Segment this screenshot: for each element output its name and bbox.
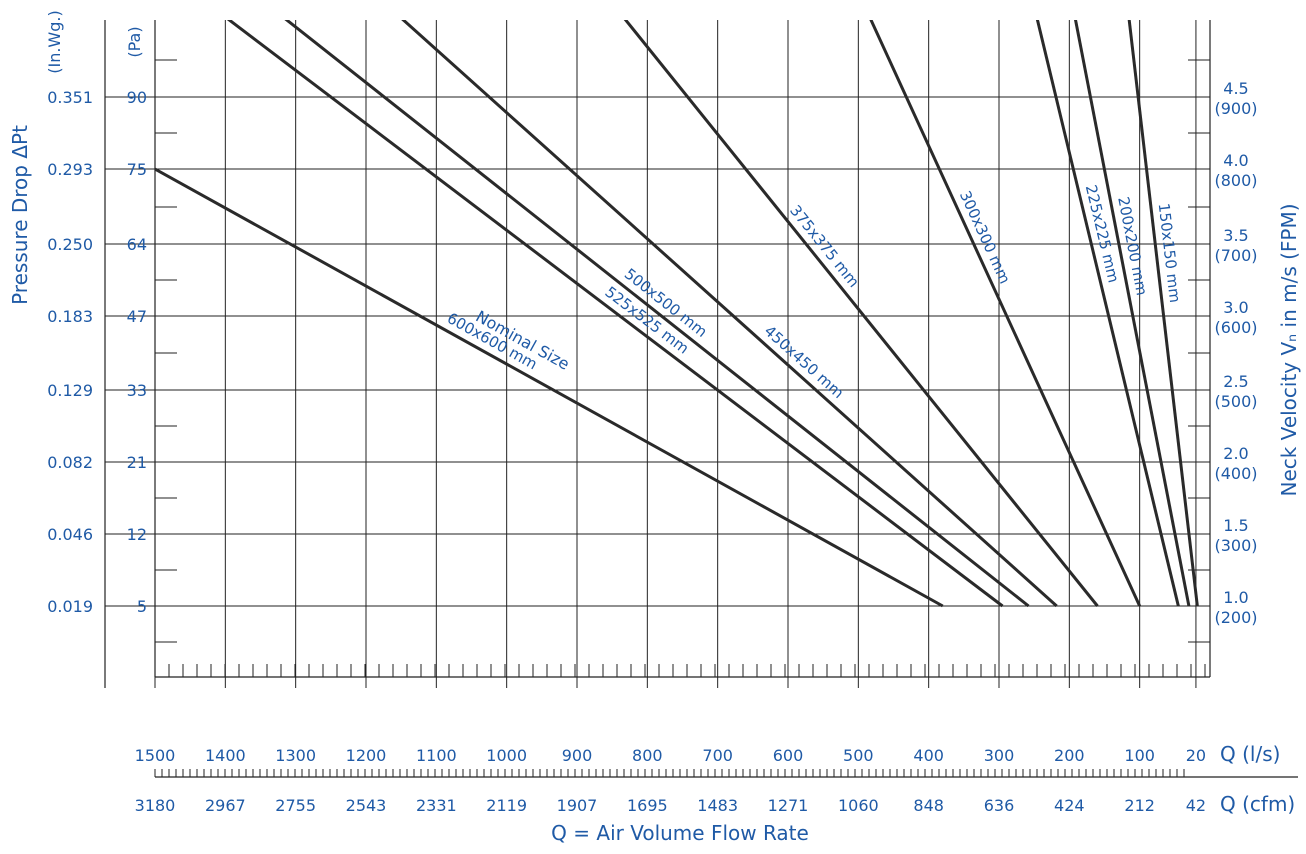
y-axis-title-right: Neck Velocity Vₙ in m/s (FPM) [1277,203,1301,496]
plot-frame [104,20,1298,778]
right-tick-label-ms: 3.0 [1223,298,1248,317]
y-axis-title-left: Pressure Drop ΔPt [8,125,32,305]
x-tick-label-ls: 100 [1124,746,1155,765]
x-tick-label-ls: 300 [984,746,1015,765]
x-tick-label-cfm: 212 [1124,796,1155,815]
x-tick-label-cfm: 1695 [627,796,668,815]
y-tick-label-inwg: 0.082 [47,453,93,472]
right-tick-label-fpm: (600) [1214,318,1257,337]
right-tick-label-fpm: (400) [1214,464,1257,483]
x-tick-label-cfm: 1907 [557,796,598,815]
right-tick-label-ms: 3.5 [1223,226,1248,245]
right-tick-label-fpm: (200) [1214,608,1257,627]
right-tick-label-ms: 1.0 [1223,588,1248,607]
unit-inwg: (In.Wg.) [45,10,64,74]
right-tick-label-fpm: (500) [1214,392,1257,411]
x-tick-label-cfm: 1060 [838,796,879,815]
grid [105,20,1210,688]
x-tick-label-ls: 1100 [416,746,457,765]
right-tick-label-ms: 2.5 [1223,372,1248,391]
x-tick-label-ls: 1300 [275,746,316,765]
x-tick-label-ls: 400 [913,746,944,765]
x-tick-label-cfm: 2543 [346,796,387,815]
x-tick-label-ls: 200 [1054,746,1085,765]
series-line-450x450-mm [401,20,1058,608]
x-tick-label-cfm: 1271 [768,796,809,815]
x-tick-label-ls: 800 [632,746,663,765]
right-tick-label-ms: 4.5 [1223,79,1248,98]
right-tick-label-ms: 2.0 [1223,444,1248,463]
right-tick-label-fpm: (300) [1214,536,1257,555]
x-tick-label-cfm: 848 [913,796,944,815]
y-tick-label-pa: 75 [127,160,147,179]
series-line-600x600-mm [155,167,944,608]
x-tick-label-ls: 1000 [486,746,527,765]
right-tick-label-fpm: (700) [1214,246,1257,265]
series-line-375x375-mm [623,20,1099,607]
labels: 1500 3180 1400 2967 1300 2755 1200 2543 1100 2331… [47,79,1257,815]
right-tick-label-ms: 4.0 [1223,151,1248,170]
series-label: 375x375 mm [786,202,863,291]
right-tick-label-ms: 1.5 [1223,516,1248,535]
y-tick-label-inwg: 0.046 [47,525,93,544]
x-tick-label-ls: 600 [773,746,804,765]
x-tick-label-cfm: 636 [984,796,1015,815]
right-tick-label-fpm: (900) [1214,99,1257,118]
x-tick-label-cfm: 2755 [275,796,316,815]
x-axis-title: Q = Air Volume Flow Rate [551,821,809,845]
y-tick-label-pa: 90 [127,88,147,107]
x-tick-label-ls: 700 [702,746,733,765]
y-tick-label-inwg: 0.019 [47,597,93,616]
x-tick-label-cfm: 1483 [697,796,738,815]
x-tick-label-cfm: 42 [1186,796,1206,815]
x-tick-label-cfm: 2331 [416,796,457,815]
series-line-150x150-mm [1127,20,1199,607]
x-tick-label-cfm: 3180 [135,796,176,815]
x-unit-cfm: Q (cfm) [1220,792,1295,816]
y-tick-label-pa: 21 [127,453,147,472]
x-tick-label-ls: 1400 [205,746,246,765]
series-line-300x300-mm [869,20,1142,607]
x-tick-label-cfm: 2119 [486,796,527,815]
series-lines [155,20,1199,608]
x-tick-label-cfm: 2967 [205,796,246,815]
x-tick-label-ls: 1200 [346,746,387,765]
x-unit-ls: Q (l/s) [1220,742,1280,766]
series-line-500x500-mm [284,20,1030,608]
unit-pa: (Pa) [125,26,144,57]
series-line-225x225-mm [1035,20,1180,607]
x-tick-label-ls: 900 [562,746,593,765]
y-tick-label-pa: 12 [127,525,147,544]
x-tick-label-ls: 20 [1186,746,1206,765]
x-tick-label-ls: 500 [843,746,874,765]
series-line-525x525-mm [226,20,1004,608]
y-tick-label-pa: 5 [137,597,147,616]
x-tick-label-ls: 1500 [135,746,176,765]
right-tick-label-fpm: (800) [1214,171,1257,190]
y-tick-label-inwg: 0.293 [47,160,93,179]
y-tick-label-pa: 47 [127,307,147,326]
y-tick-label-inwg: 0.250 [47,235,93,254]
series-line-200x200-mm [1074,20,1191,607]
x-tick-label-cfm: 424 [1054,796,1085,815]
y-tick-label-inwg: 0.129 [47,381,93,400]
y-tick-label-pa: 33 [127,381,147,400]
y-tick-label-pa: 64 [127,235,147,254]
y-tick-label-inwg: 0.183 [47,307,93,326]
y-tick-label-inwg: 0.351 [47,88,93,107]
